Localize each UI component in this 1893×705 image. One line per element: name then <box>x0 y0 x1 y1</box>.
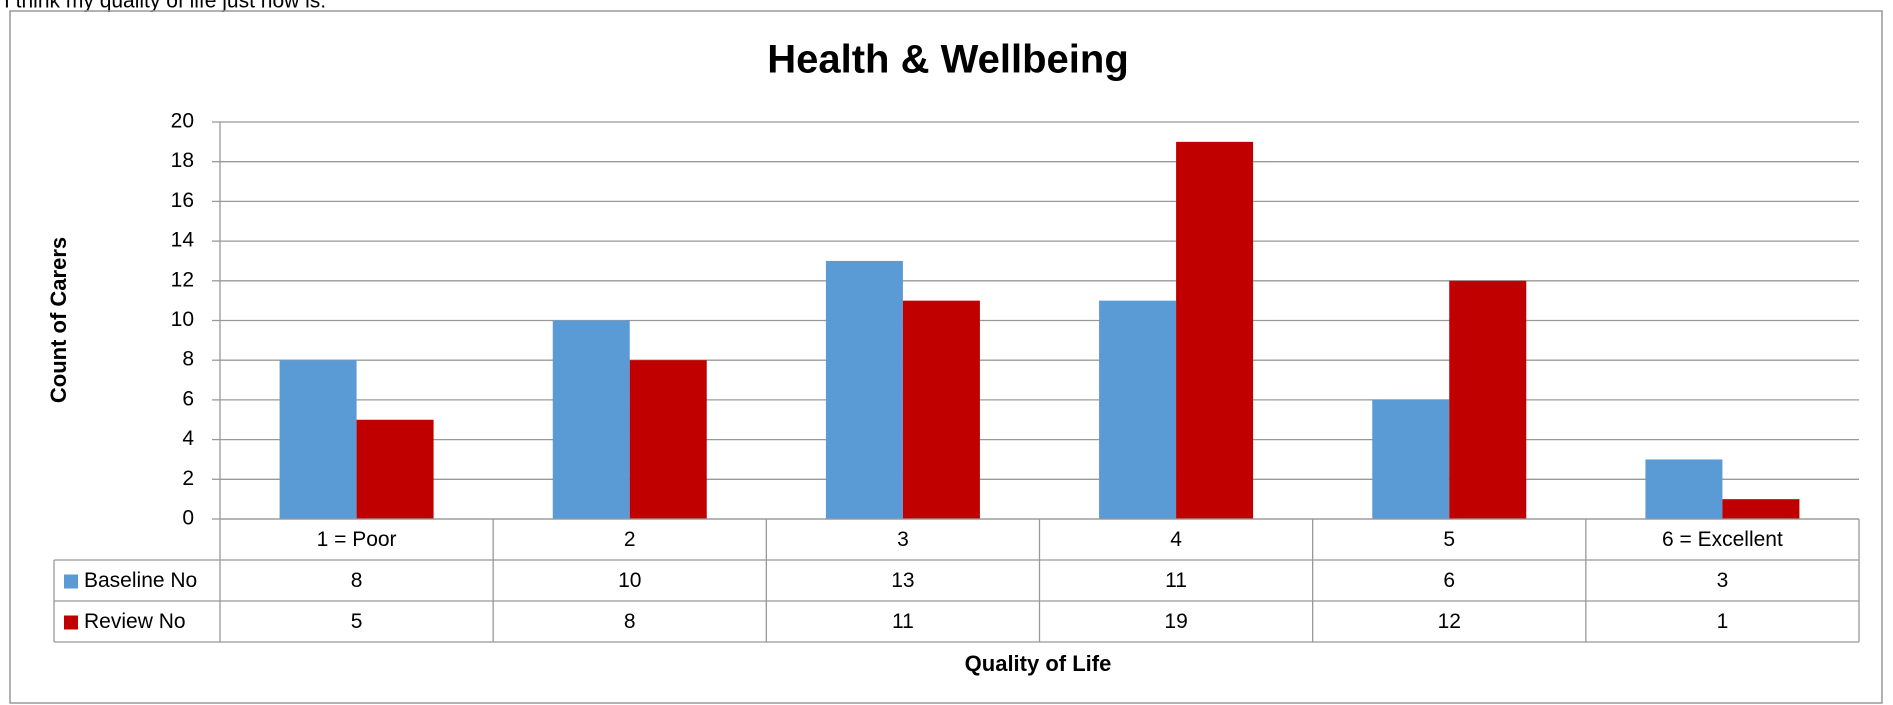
y-tick-label: 10 <box>171 308 194 331</box>
y-tick-label: 16 <box>171 189 194 212</box>
table-value: 8 <box>624 610 636 633</box>
x-tick-label: 6 = Excellent <box>1662 528 1783 551</box>
bar <box>1372 399 1450 519</box>
y-tick-label: 18 <box>171 149 194 172</box>
y-axis-title: Count of Carers <box>46 237 71 403</box>
bar <box>552 320 630 519</box>
y-tick-label: 6 <box>182 387 194 410</box>
table-value: 12 <box>1438 610 1461 633</box>
table-value: 11 <box>1165 569 1187 592</box>
legend-swatch <box>64 615 78 630</box>
legend-swatch <box>64 574 78 589</box>
table-value: 10 <box>618 569 641 592</box>
y-tick-label: 0 <box>182 507 194 530</box>
bar <box>356 419 434 519</box>
table-value: 1 <box>1717 610 1729 633</box>
y-tick-label: 20 <box>171 110 194 133</box>
x-tick-label: 1 = Poor <box>317 528 397 551</box>
x-tick-label: 2 <box>624 528 636 551</box>
x-axis-title: Quality of Life <box>965 651 1112 676</box>
header-text: I think my quality of life just now is: <box>4 0 326 13</box>
x-tick-label: 4 <box>1170 528 1182 551</box>
bar <box>1099 300 1177 519</box>
y-tick-label: 4 <box>182 427 194 450</box>
bar <box>1645 459 1723 519</box>
table-value: 8 <box>351 569 363 592</box>
legend-label: Review No <box>84 610 186 633</box>
chart-title: Health & Wellbeing <box>767 38 1129 82</box>
y-tick-label: 14 <box>171 229 195 252</box>
chart-border <box>9 10 1883 704</box>
table-value: 5 <box>351 610 363 633</box>
legend-label: Baseline No <box>84 569 197 592</box>
table-value: 11 <box>892 610 914 633</box>
table-value: 6 <box>1443 569 1455 592</box>
bar <box>1722 499 1800 519</box>
y-tick-label: 8 <box>182 348 194 371</box>
bar <box>825 260 903 519</box>
x-tick-label: 3 <box>897 528 909 551</box>
table-value: 3 <box>1717 569 1729 592</box>
y-tick-label: 2 <box>182 467 194 490</box>
y-tick-label: 12 <box>171 268 194 291</box>
table-value: 19 <box>1164 610 1187 633</box>
bar <box>902 300 980 519</box>
bar <box>629 360 707 519</box>
bar <box>1176 141 1254 519</box>
bar <box>1449 280 1527 519</box>
table-value: 13 <box>891 569 914 592</box>
bar <box>279 360 357 519</box>
x-tick-label: 5 <box>1443 528 1455 551</box>
